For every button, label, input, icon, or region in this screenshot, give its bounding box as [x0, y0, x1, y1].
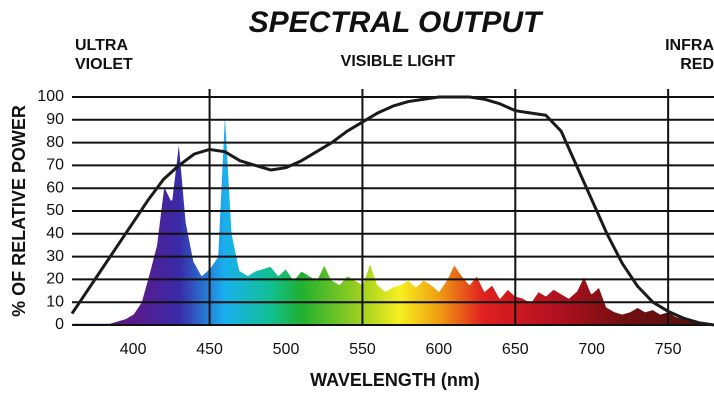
x-tick-label: 750: [655, 341, 682, 358]
y-tick-label: 40: [46, 225, 64, 242]
region-label: ULTRA: [75, 37, 128, 54]
y-tick-label: 60: [46, 179, 64, 196]
y-tick-label: 50: [46, 202, 64, 219]
x-tick-label: 450: [196, 341, 223, 358]
relative-curve: [70, 95, 714, 327]
y-tick-label: 20: [46, 271, 64, 288]
x-tick-label: 600: [426, 341, 453, 358]
x-tick-label: 700: [578, 341, 605, 358]
region-label: RED: [680, 56, 714, 73]
y-tick-label: 30: [46, 248, 64, 265]
y-tick-label: 70: [46, 157, 64, 174]
y-tick-label: 10: [46, 293, 64, 310]
x-axis-label: WAVELENGTH (nm): [310, 370, 480, 390]
region-label: INFRA: [665, 37, 714, 54]
y-tick-label: 0: [55, 316, 64, 333]
x-tick-label: 500: [273, 341, 300, 358]
region-label: VIOLET: [75, 56, 133, 73]
x-tick-label: 650: [502, 341, 529, 358]
y-tick-label: 100: [37, 88, 64, 105]
x-tick-label: 400: [120, 341, 147, 358]
y-tick-label: 80: [46, 134, 64, 151]
chart-title: SPECTRAL OUTPUT: [249, 6, 544, 39]
y-tick-label: 90: [46, 111, 64, 128]
x-tick-label: 550: [349, 341, 376, 358]
y-axis-label: % OF RELATIVE POWER: [9, 105, 29, 317]
region-label: VISIBLE LIGHT: [341, 53, 456, 70]
